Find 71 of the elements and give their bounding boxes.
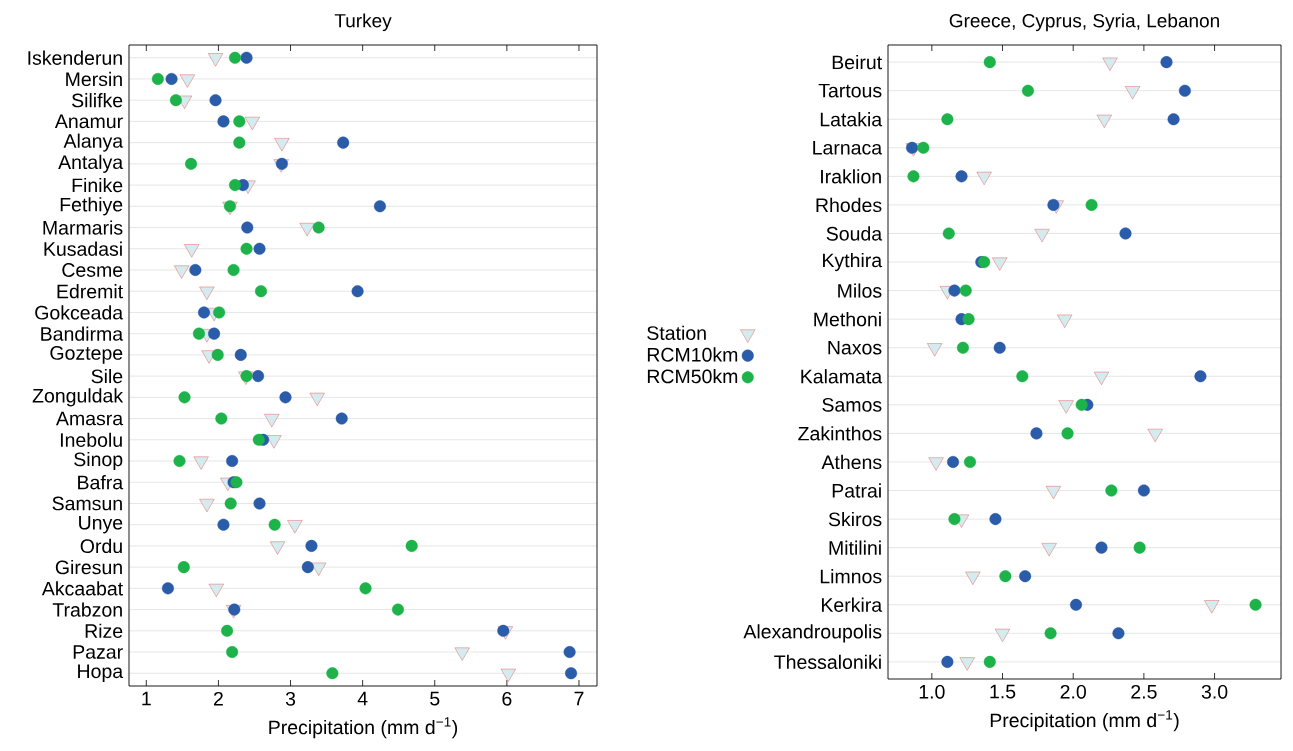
y-tick-label: Sinop	[74, 451, 123, 471]
y-tick-label: Gokceada	[35, 305, 124, 320]
y-tick-label: Kythira	[823, 252, 883, 272]
x-tick-label: 6	[502, 691, 512, 706]
legend-label: RCM50km	[647, 369, 738, 384]
x-tick-label: 1	[142, 691, 151, 706]
y-tick-label: Finike	[72, 177, 123, 193]
y-tick-label: Hopa	[78, 664, 124, 682]
x-tick-label: 3.0	[1201, 684, 1228, 699]
y-tick-label: Latakia	[820, 112, 883, 127]
y-tick-label: Akcaabat	[41, 581, 123, 596]
y-tick-label: Edremit	[57, 284, 123, 299]
y-tick-label: Mersin	[66, 71, 122, 87]
y-tick-label: Marmaris	[43, 220, 123, 235]
y-tick-label: Souda	[826, 226, 883, 241]
y-tick-label: Samsun	[52, 496, 122, 511]
y-tick-label: Bandirma	[41, 326, 124, 341]
y-tick-label: Unye	[79, 515, 123, 534]
y-tick-label: Mitilini	[829, 540, 881, 555]
x-tick-label: 7	[574, 691, 584, 706]
y-tick-label: Zonguldak	[32, 388, 124, 407]
y-tick-label: Giresun	[55, 559, 122, 575]
y-tick-label: Beirut	[832, 54, 882, 70]
y-tick-label: Trabzon	[52, 602, 122, 617]
y-tick-label: Kerkira	[821, 597, 883, 612]
x-tick-label: 4	[357, 691, 368, 706]
x-axis-title: Precipitation (mm d$^{−1}$)	[269, 717, 458, 739]
x-tick-label: 2.5	[1131, 684, 1157, 699]
y-tick-label: Alexandroupolis	[743, 624, 882, 643]
y-tick-label: Antalya	[58, 154, 124, 173]
y-tick-label: Fethiye	[60, 197, 123, 216]
y-tick-label: Ordu	[80, 538, 122, 554]
y-tick-label: Bafra	[78, 475, 124, 490]
y-tick-label: Tartous	[818, 83, 882, 98]
y-tick-label: Athens	[821, 454, 882, 470]
y-tick-label: Kusadasi	[44, 241, 122, 256]
x-tick-label: 5	[430, 691, 440, 706]
y-tick-label: Cesme	[62, 263, 123, 277]
y-tick-label: Amasra	[55, 411, 124, 426]
y-tick-label: Milos	[838, 283, 882, 298]
y-tick-label: Alanya	[63, 133, 124, 152]
y-tick-label: Zakinthos	[798, 426, 882, 441]
y-tick-label: Silifke	[72, 93, 123, 108]
y-tick-label: Inebolu	[60, 432, 122, 447]
y-tick-label: Skiros	[828, 511, 882, 527]
y-tick-label: Iraklion	[821, 169, 881, 184]
y-tick-label: Naxos	[828, 340, 882, 355]
y-tick-label: Samos	[822, 397, 882, 412]
y-tick-label: Limnos	[820, 569, 882, 584]
y-tick-label: Methoni	[814, 312, 881, 327]
x-axis-title: Precipitation (mm d$^{−1}$)	[990, 710, 1179, 732]
y-tick-label: Sile	[91, 368, 123, 384]
x-tick-label: 1.5	[990, 684, 1016, 699]
chart-title: Greece, Cyprus, Syria, Lebanon	[949, 13, 1219, 32]
y-tick-label: Anamur	[54, 114, 123, 129]
x-tick-label: 1.0	[919, 684, 945, 699]
y-tick-label: Patrai	[832, 483, 881, 498]
y-tick-label: Thessaloniki	[774, 654, 881, 670]
y-tick-label: Rhodes	[816, 197, 882, 213]
x-tick-label: 2	[213, 691, 223, 706]
y-tick-label: Rize	[85, 623, 123, 638]
legend-label: RCM10km	[647, 347, 738, 362]
x-tick-label: 3	[285, 691, 296, 706]
y-tick-label: Iskenderun	[28, 50, 122, 65]
chart-title: Turkey	[334, 13, 392, 32]
y-tick-label: Goztepe	[50, 346, 123, 364]
legend-label: Station	[647, 325, 706, 340]
y-tick-label: Pazar	[73, 645, 123, 659]
x-tick-label: 2.0	[1060, 684, 1086, 699]
y-tick-label: Larnaca	[813, 141, 883, 155]
y-tick-label: Kalamata	[801, 369, 883, 384]
